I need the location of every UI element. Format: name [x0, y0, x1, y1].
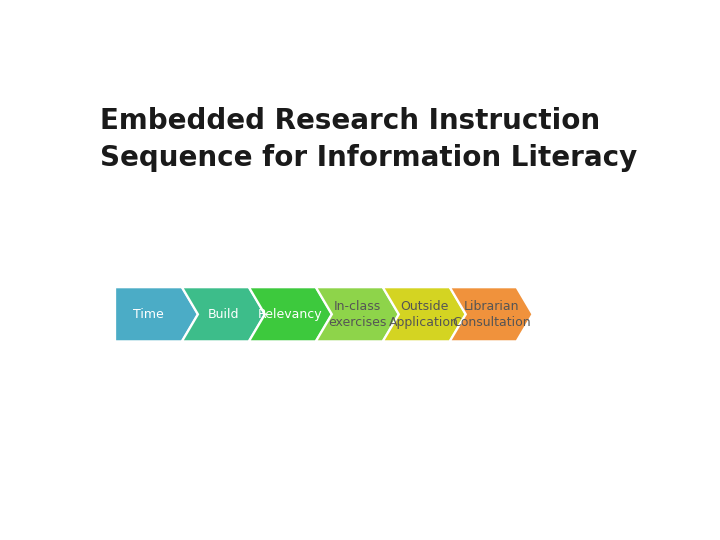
- Text: In-class
exercises: In-class exercises: [328, 300, 387, 329]
- Polygon shape: [316, 287, 399, 341]
- Polygon shape: [182, 287, 265, 341]
- Text: Relevancy: Relevancy: [258, 308, 323, 321]
- Polygon shape: [115, 287, 198, 341]
- Text: Outside
Application: Outside Application: [390, 300, 459, 329]
- Polygon shape: [249, 287, 332, 341]
- Text: Librarian
Consultation: Librarian Consultation: [452, 300, 531, 329]
- Polygon shape: [450, 287, 533, 341]
- Text: Embedded Research Instruction
Sequence for Information Literacy: Embedded Research Instruction Sequence f…: [100, 107, 638, 172]
- Polygon shape: [383, 287, 466, 341]
- Text: Build: Build: [207, 308, 239, 321]
- Text: Time: Time: [133, 308, 163, 321]
